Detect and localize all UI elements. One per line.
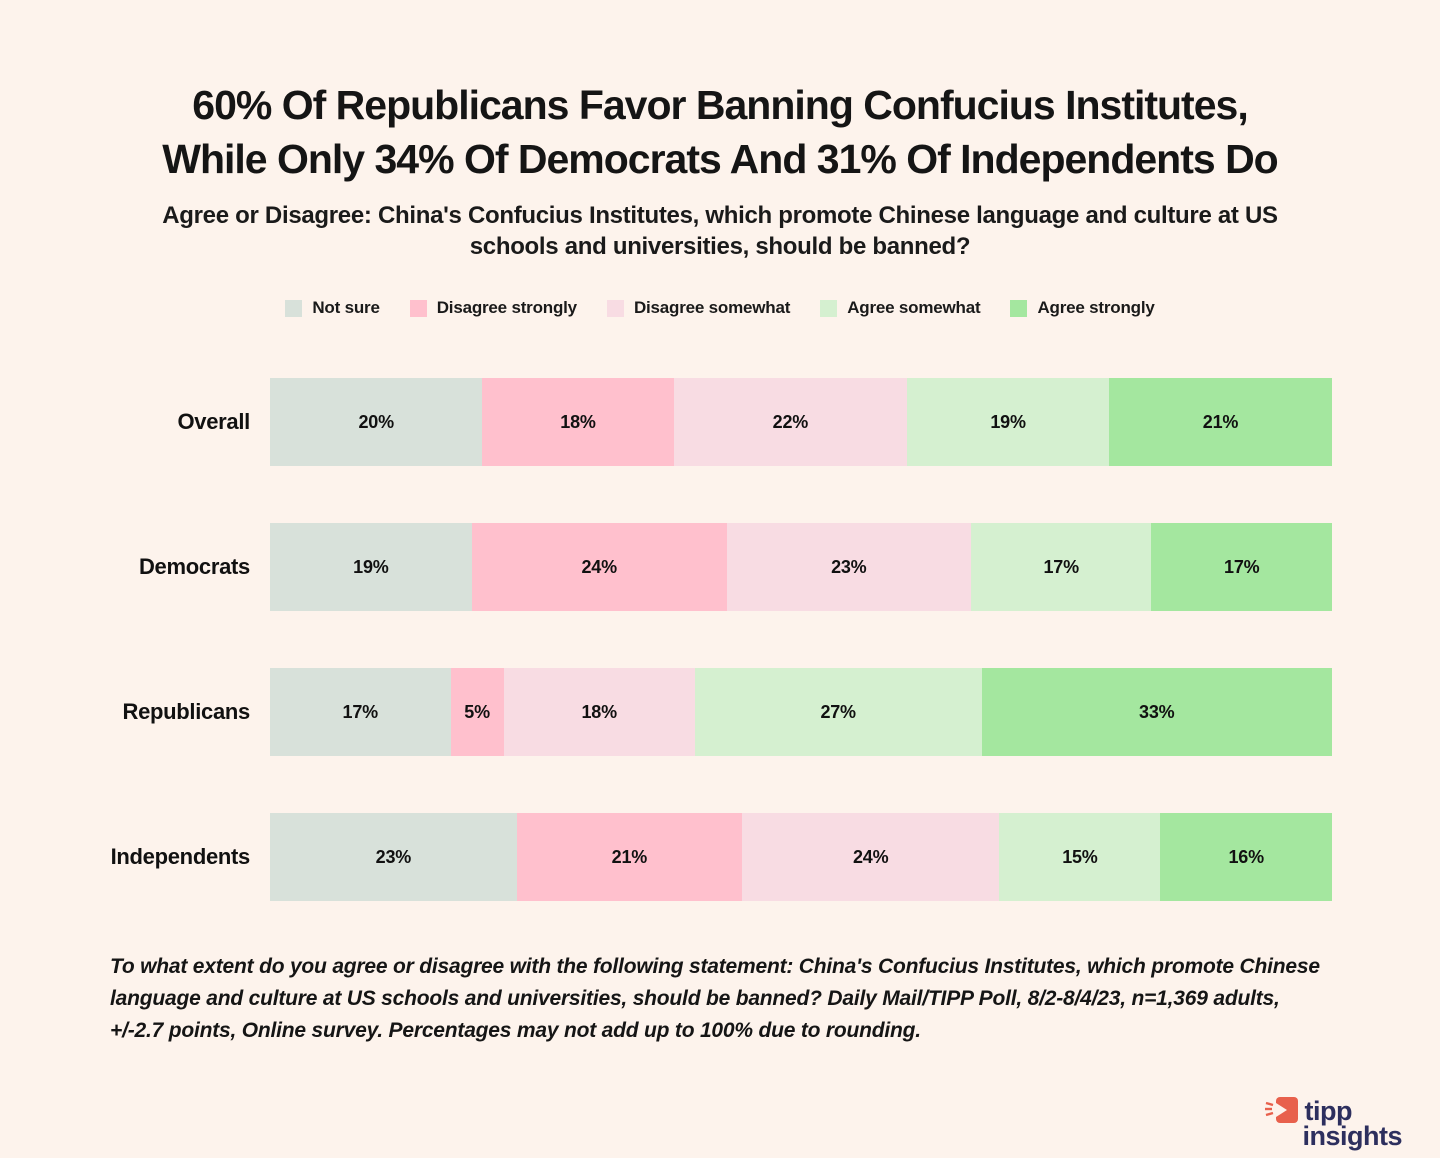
bar-segment: 17% <box>270 668 451 756</box>
page: 60% Of Republicans Favor Banning Confuci… <box>0 78 1440 1158</box>
category-label: Independents <box>110 844 251 869</box>
bar-segment: 18% <box>482 378 674 466</box>
bar-segment: 19% <box>907 378 1109 466</box>
legend-label: Agree somewhat <box>847 298 981 317</box>
bar-row: Republicans 17% 5% 18% 27% 33% <box>0 668 1332 756</box>
legend-item: Disagree strongly <box>409 298 577 318</box>
bar-segment: 23% <box>726 523 971 611</box>
category-label: Republicans <box>122 699 250 724</box>
chart-title-line2: While Only 34% Of Democrats And 31% Of I… <box>162 136 1278 182</box>
legend-item: Disagree somewhat <box>606 298 791 318</box>
bar-segment: 21% <box>516 813 742 901</box>
legend-swatch <box>606 299 624 317</box>
legend-label: Disagree strongly <box>436 298 577 317</box>
stacked-bar: 17% 5% 18% 27% 33% <box>270 668 1332 756</box>
chart-subtitle: Agree or Disagree: China's Confucius Ins… <box>162 202 1278 260</box>
legend: Not sure Disagree strongly Disagree somewh… <box>0 298 1440 318</box>
bar-segment: 17% <box>1151 523 1333 611</box>
chart: Overall 20% 18% 22% 19% 21% Democrats 19% 24% 23%… <box>0 378 1333 901</box>
brand-logo: tipp insights <box>1265 1095 1402 1150</box>
chart-title: 60% Of Republicans Favor Banning Confuci… <box>0 78 1440 186</box>
bar-segment: 15% <box>999 813 1161 901</box>
legend-swatch <box>1010 299 1028 317</box>
legend-label: Agree strongly <box>1037 298 1155 317</box>
category-label: Overall <box>177 409 250 434</box>
bar-segment: 24% <box>471 523 727 611</box>
stacked-bar: 19% 24% 23% 17% 17% <box>270 523 1333 611</box>
stacked-bar: 20% 18% 22% 19% 21% <box>270 378 1332 466</box>
legend-label: Disagree somewhat <box>633 298 791 317</box>
bar-row: Independents 23% 21% 24% 15% 16% <box>0 813 1332 901</box>
chart-title-line1: 60% Of Republicans Favor Banning Confuci… <box>192 82 1248 128</box>
category-label: Democrats <box>138 554 250 579</box>
logo-word-insights: insights <box>1302 1121 1402 1151</box>
bar-segment: 20% <box>270 378 483 466</box>
legend-item: Agree somewhat <box>820 298 981 318</box>
legend-swatch <box>409 299 427 317</box>
legend-label: Not sure <box>312 298 380 317</box>
bar-segment: 24% <box>742 813 1000 901</box>
footnote: To what extent do you agree or disagree … <box>110 955 1320 1042</box>
legend-item: Agree strongly <box>1010 298 1155 318</box>
bar-segment: 21% <box>1108 378 1332 466</box>
stacked-bar: 23% 21% 24% 15% 16% <box>270 813 1332 901</box>
tipp-bird-icon <box>1265 1095 1299 1127</box>
bar-segment: 16% <box>1160 813 1332 901</box>
bar-segment: 19% <box>270 523 472 611</box>
bar-segment: 27% <box>694 668 982 756</box>
bar-row: Overall 20% 18% 22% 19% 21% <box>0 378 1332 466</box>
bar-row: Democrats 19% 24% 23% 17% 17% <box>0 523 1333 611</box>
bar-segment: 22% <box>673 378 908 466</box>
legend-item: Not sure <box>285 298 380 318</box>
legend-swatch <box>285 299 303 317</box>
bar-segment: 17% <box>970 523 1152 611</box>
bar-segment: 33% <box>981 668 1332 756</box>
legend-swatch <box>820 299 838 317</box>
bar-segment: 5% <box>450 668 504 756</box>
bar-segment: 23% <box>270 813 517 901</box>
bar-segment: 18% <box>503 668 695 756</box>
